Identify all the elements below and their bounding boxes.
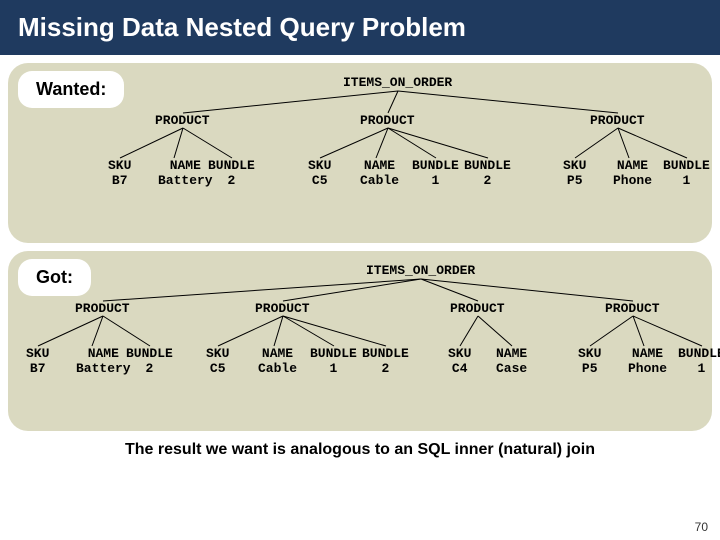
product-node: PRODUCT <box>75 301 130 316</box>
field-header: BUNDLE <box>412 158 459 173</box>
field-node: SKUP5 <box>563 158 586 188</box>
field-value: Cable <box>258 361 297 376</box>
field-node: BUNDLE1 <box>310 346 357 376</box>
tree-root: ITEMS_ON_ORDER <box>343 75 452 90</box>
field-node: BUNDLE1 <box>678 346 720 376</box>
field-value: 2 <box>464 173 511 188</box>
field-header: NAME <box>158 158 213 173</box>
field-value: B7 <box>108 173 131 188</box>
field-header: NAME <box>496 346 527 361</box>
wanted-label: Wanted: <box>18 71 124 108</box>
field-value: Cable <box>360 173 399 188</box>
field-node: BUNDLE1 <box>663 158 710 188</box>
tree-root: ITEMS_ON_ORDER <box>366 263 475 278</box>
product-node: PRODUCT <box>605 301 660 316</box>
field-node: SKUC5 <box>308 158 331 188</box>
field-value: Phone <box>628 361 667 376</box>
field-value: B7 <box>26 361 49 376</box>
field-node: SKUB7 <box>108 158 131 188</box>
field-header: BUNDLE <box>663 158 710 173</box>
field-node: NAMEBattery <box>76 346 131 376</box>
field-value: Phone <box>613 173 652 188</box>
field-node: SKUC4 <box>448 346 471 376</box>
field-header: BUNDLE <box>362 346 409 361</box>
field-value: 1 <box>678 361 720 376</box>
product-node: PRODUCT <box>450 301 505 316</box>
field-node: NAMEPhone <box>613 158 652 188</box>
page-title: Missing Data Nested Query Problem <box>0 0 720 55</box>
field-value: Battery <box>158 173 213 188</box>
field-header: NAME <box>360 158 399 173</box>
got-label: Got: <box>18 259 91 296</box>
product-node: PRODUCT <box>590 113 645 128</box>
field-value: 2 <box>362 361 409 376</box>
field-value: P5 <box>578 361 601 376</box>
field-node: NAMECable <box>360 158 399 188</box>
got-panel: Got: ITEMS_ON_ORDERPRODUCTSKUB7NAMEBatte… <box>8 251 712 431</box>
field-value: C4 <box>448 361 471 376</box>
field-node: BUNDLE2 <box>362 346 409 376</box>
field-value: C5 <box>206 361 229 376</box>
field-header: SKU <box>26 346 49 361</box>
field-value: P5 <box>563 173 586 188</box>
field-header: BUNDLE <box>310 346 357 361</box>
field-header: BUNDLE <box>464 158 511 173</box>
field-node: SKUB7 <box>26 346 49 376</box>
field-header: SKU <box>563 158 586 173</box>
product-node: PRODUCT <box>155 113 210 128</box>
field-header: NAME <box>613 158 652 173</box>
field-value: 2 <box>208 173 255 188</box>
field-header: NAME <box>76 346 131 361</box>
product-node: PRODUCT <box>360 113 415 128</box>
field-node: NAMECable <box>258 346 297 376</box>
field-value: 1 <box>663 173 710 188</box>
field-value: Battery <box>76 361 131 376</box>
field-node: SKUP5 <box>578 346 601 376</box>
field-header: NAME <box>628 346 667 361</box>
field-value: 2 <box>126 361 173 376</box>
wanted-panel: Wanted: ITEMS_ON_ORDERPRODUCTSKUB7NAMEBa… <box>8 63 712 243</box>
page-number: 70 <box>695 520 708 534</box>
field-header: SKU <box>448 346 471 361</box>
field-header: BUNDLE <box>208 158 255 173</box>
field-header: BUNDLE <box>678 346 720 361</box>
field-node: NAMECase <box>496 346 527 376</box>
field-header: BUNDLE <box>126 346 173 361</box>
field-header: SKU <box>108 158 131 173</box>
field-header: NAME <box>258 346 297 361</box>
field-node: BUNDLE1 <box>412 158 459 188</box>
field-header: SKU <box>308 158 331 173</box>
field-value: Case <box>496 361 527 376</box>
field-value: 1 <box>412 173 459 188</box>
field-node: NAMEPhone <box>628 346 667 376</box>
field-value: 1 <box>310 361 357 376</box>
field-node: NAMEBattery <box>158 158 213 188</box>
got-tree-lines <box>8 251 708 431</box>
field-header: SKU <box>578 346 601 361</box>
field-node: BUNDLE2 <box>126 346 173 376</box>
field-header: SKU <box>206 346 229 361</box>
field-node: BUNDLE2 <box>464 158 511 188</box>
field-value: C5 <box>308 173 331 188</box>
field-node: BUNDLE2 <box>208 158 255 188</box>
field-node: SKUC5 <box>206 346 229 376</box>
product-node: PRODUCT <box>255 301 310 316</box>
caption-text: The result we want is analogous to an SQ… <box>0 441 720 459</box>
